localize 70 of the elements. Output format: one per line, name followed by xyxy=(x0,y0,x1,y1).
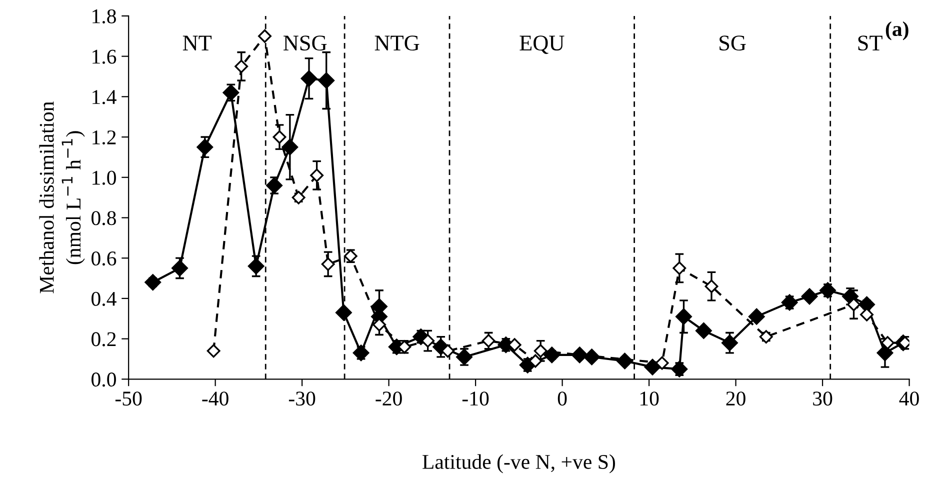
y-tick-label: 0.0 xyxy=(92,372,116,387)
y-tick-label: 1.8 xyxy=(92,9,116,24)
point xyxy=(655,356,669,370)
x-tick-label: -30 xyxy=(288,392,316,406)
point xyxy=(616,352,633,370)
point xyxy=(318,72,335,89)
x-axis-title: Latitude (-ve N, +ve S) xyxy=(422,454,615,474)
annotation: NTG xyxy=(374,36,420,51)
x-tick-label: 30 xyxy=(813,392,832,406)
point xyxy=(234,60,248,74)
x-tick-label: 0 xyxy=(558,392,567,406)
point xyxy=(336,304,352,321)
point xyxy=(144,274,162,290)
point xyxy=(676,308,692,325)
point xyxy=(860,308,874,322)
x-tick-label: 10 xyxy=(640,392,659,406)
point xyxy=(172,260,188,276)
y-tick-label: 1.6 xyxy=(92,50,116,64)
point xyxy=(222,84,240,101)
point xyxy=(456,348,472,366)
point xyxy=(544,346,560,364)
point xyxy=(801,288,818,305)
point xyxy=(704,280,718,294)
x-tick-label: 20 xyxy=(726,392,746,406)
point xyxy=(748,308,765,325)
x-tick-label: -20 xyxy=(376,392,402,406)
point xyxy=(528,354,542,368)
point xyxy=(310,168,324,182)
x-tick-label: -10 xyxy=(462,392,489,406)
y-tick-label: 0.2 xyxy=(92,332,116,346)
point xyxy=(441,344,455,358)
point xyxy=(847,298,860,312)
point xyxy=(672,261,686,275)
point xyxy=(196,138,214,156)
annotation: SG xyxy=(720,36,746,51)
point xyxy=(482,334,496,348)
y-tick-label: 0.4 xyxy=(92,292,116,306)
point xyxy=(321,257,335,271)
annotation: NT xyxy=(182,36,212,50)
point xyxy=(352,344,370,362)
x-tick-label: -40 xyxy=(202,392,228,406)
point xyxy=(781,294,798,311)
point xyxy=(695,322,712,339)
point xyxy=(282,138,298,156)
y-axis-title: Methanol dissimilation (nmol L$^{−1}$ h$^{−1}$) xyxy=(39,102,85,294)
point xyxy=(820,282,836,299)
y-tick-label: 1.0 xyxy=(92,170,116,185)
point xyxy=(534,344,548,358)
point xyxy=(258,29,272,43)
point xyxy=(880,336,894,350)
point xyxy=(206,344,220,358)
y-tick-label: 1.4 xyxy=(92,90,116,104)
x-tick-label: 40 xyxy=(899,392,919,406)
x-tick-label: -50 xyxy=(115,392,142,406)
point xyxy=(671,360,688,378)
point xyxy=(248,258,264,274)
point xyxy=(644,358,661,376)
point xyxy=(272,130,286,144)
y-tick-label: 0.8 xyxy=(92,211,116,226)
annotation: (a) xyxy=(886,21,908,40)
point xyxy=(876,344,894,362)
y-tick-label: 0.6 xyxy=(92,251,116,266)
annotation: ST xyxy=(858,36,882,51)
point xyxy=(722,334,738,352)
point xyxy=(300,70,318,87)
annotation: EQU xyxy=(520,36,564,54)
point xyxy=(421,334,435,348)
annotation: NSG xyxy=(284,36,327,51)
point xyxy=(266,177,283,194)
y-tick-label: 1.2 xyxy=(92,130,116,145)
